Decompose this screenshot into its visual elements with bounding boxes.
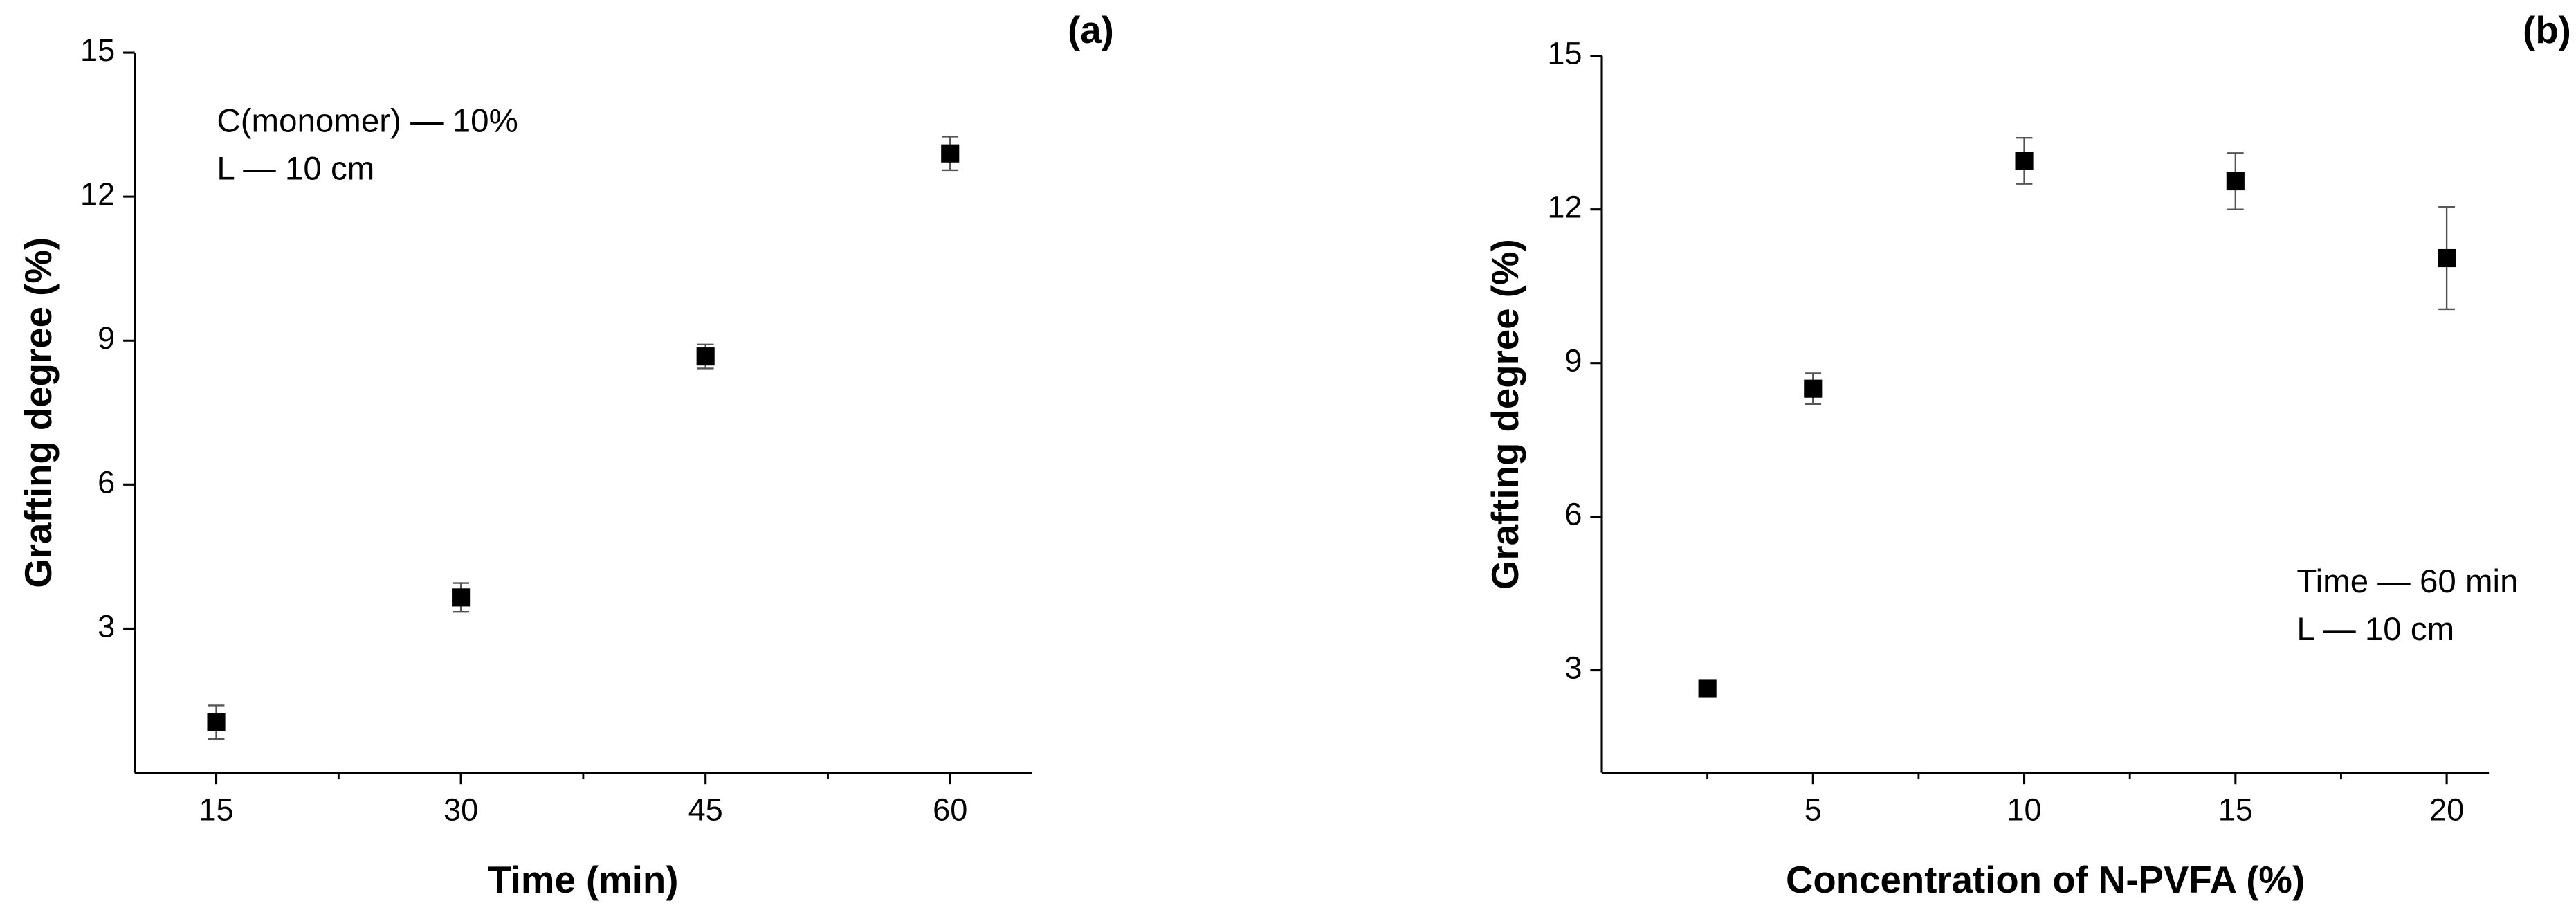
marker <box>452 588 471 607</box>
y-tick-label: 15 <box>1547 36 1582 71</box>
y-axis-label: Grafting degree (%) <box>17 237 60 588</box>
y-tick-label: 15 <box>80 33 115 68</box>
x-tick-label: 60 <box>933 792 967 827</box>
y-tick-label: 12 <box>80 176 115 212</box>
y-tick-label: 6 <box>1564 497 1582 532</box>
annotation: Time — 60 min <box>2296 563 2518 600</box>
y-axis-label: Grafting degree (%) <box>1484 239 1526 590</box>
marker <box>2226 172 2245 191</box>
marker <box>1698 679 1717 698</box>
annotation: L — 10 cm <box>217 151 374 188</box>
marker <box>2015 152 2034 170</box>
marker <box>2438 248 2456 268</box>
annotation: L — 10 cm <box>2296 611 2454 648</box>
x-tick-label: 15 <box>199 792 233 827</box>
marker <box>207 713 226 731</box>
y-tick-label: 3 <box>98 608 115 644</box>
y-tick-label: 3 <box>1564 650 1582 686</box>
x-axis-label: Concentration of N-PVFA (%) <box>1786 859 2305 901</box>
x-tick-label: 20 <box>2429 792 2464 827</box>
marker <box>1804 379 1823 398</box>
x-tick-label: 30 <box>444 792 478 827</box>
y-tick-label: 12 <box>1547 190 1582 225</box>
x-axis-label: Time (min) <box>488 859 678 901</box>
x-tick-label: 5 <box>1805 792 1822 827</box>
panel-title: (a) <box>1068 9 1114 51</box>
annotation: C(monomer) — 10% <box>217 103 518 140</box>
y-tick-label: 9 <box>98 320 115 356</box>
panel-title: (b) <box>2523 9 2571 51</box>
marker <box>696 347 715 366</box>
x-tick-label: 10 <box>2007 792 2041 827</box>
y-tick-label: 6 <box>98 464 115 500</box>
x-tick-label: 45 <box>688 792 723 827</box>
y-tick-label: 9 <box>1564 343 1582 379</box>
x-tick-label: 15 <box>2218 792 2253 827</box>
marker <box>941 144 960 163</box>
